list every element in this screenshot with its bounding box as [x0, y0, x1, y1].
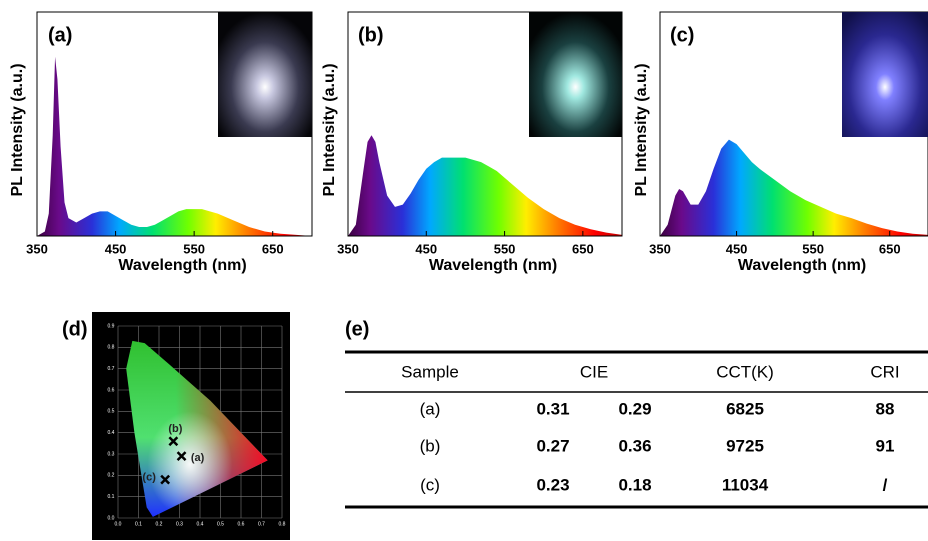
table-cell: (c)	[420, 475, 440, 494]
y-tick-label: 0.8	[108, 345, 115, 351]
x-tick-label: 0.6	[238, 521, 245, 527]
y-tick-label: 0.7	[108, 366, 115, 372]
photo-inset	[218, 12, 312, 137]
y-tick-label: 0.4	[108, 430, 115, 436]
table-cell: 0.27	[536, 436, 569, 455]
x-tick-label: 450	[415, 241, 437, 256]
x-tick-label: 0.0	[115, 521, 122, 527]
table-cell: 0.18	[618, 475, 651, 494]
photo-inset	[842, 12, 928, 137]
table-header: Sample	[401, 362, 459, 381]
x-axis-label: Wavelength (nm)	[738, 257, 866, 274]
table-cell: (a)	[420, 399, 441, 418]
panel-label: (b)	[358, 24, 384, 46]
table-cell: 0.23	[536, 475, 569, 494]
y-axis-label: PL Intensity (a.u.)	[9, 63, 26, 196]
x-tick-label: 0.8	[279, 521, 286, 527]
x-tick-label: 450	[726, 241, 748, 256]
x-tick-label: 0.7	[258, 521, 265, 527]
x-tick-label: 350	[26, 241, 48, 256]
y-tick-label: 0.6	[108, 387, 115, 393]
table-cell: 9725	[726, 436, 764, 455]
x-tick-label: 650	[572, 241, 594, 256]
x-tick-label: 550	[183, 241, 205, 256]
x-tick-label: 0.3	[176, 521, 183, 527]
spectrum-area	[348, 135, 622, 236]
y-axis-label: PL Intensity (a.u.)	[321, 63, 338, 196]
table-header: CRI	[870, 362, 899, 381]
table-cell: 11034	[722, 475, 769, 494]
table-header: CCT(K)	[716, 362, 774, 381]
x-tick-label: 550	[802, 241, 824, 256]
photo-inset	[529, 12, 622, 137]
panel-label: (a)	[48, 24, 72, 46]
point-label: (b)	[168, 423, 182, 435]
y-tick-label: 0.3	[108, 451, 115, 457]
y-tick-label: 0.2	[108, 473, 115, 479]
x-axis-label: Wavelength (nm)	[429, 257, 557, 274]
y-axis-label: PL Intensity (a.u.)	[633, 63, 650, 196]
x-tick-label: 0.4	[197, 521, 204, 527]
x-tick-label: 450	[105, 241, 127, 256]
table-cell: 91	[876, 436, 895, 455]
table-cell: 0.31	[536, 399, 569, 418]
table-cell: 88	[876, 399, 895, 418]
y-tick-label: 0.5	[108, 409, 115, 415]
x-tick-label: 0.1	[135, 521, 142, 527]
x-tick-label: 0.5	[217, 521, 224, 527]
y-tick-label: 0.9	[108, 323, 115, 329]
y-tick-label: 0.0	[108, 515, 115, 521]
x-tick-label: 650	[262, 241, 284, 256]
spectrum-area	[660, 140, 928, 236]
point-label: (c)	[142, 472, 156, 484]
x-tick-label: 0.2	[156, 521, 163, 527]
figure: 350 450 550 650 Wavelength (nm) PL Intensity …	[0, 0, 928, 541]
point-label: (a)	[191, 452, 205, 464]
x-tick-label: 650	[879, 241, 901, 256]
panel-label: (c)	[670, 24, 694, 46]
table-cell: /	[883, 475, 888, 494]
table-cell: 0.36	[618, 436, 651, 455]
table-cell: (b)	[420, 436, 441, 455]
table-header: CIE	[580, 362, 608, 381]
table-title: (e)	[345, 318, 369, 340]
x-axis-label: Wavelength (nm)	[118, 257, 246, 274]
table-cell: 0.29	[618, 399, 651, 418]
x-tick-label: 550	[494, 241, 516, 256]
panel-label: (d)	[62, 318, 88, 340]
table-cell: 6825	[726, 399, 764, 418]
y-tick-label: 0.1	[108, 494, 115, 500]
x-tick-label: 350	[649, 241, 671, 256]
x-tick-label: 350	[337, 241, 359, 256]
